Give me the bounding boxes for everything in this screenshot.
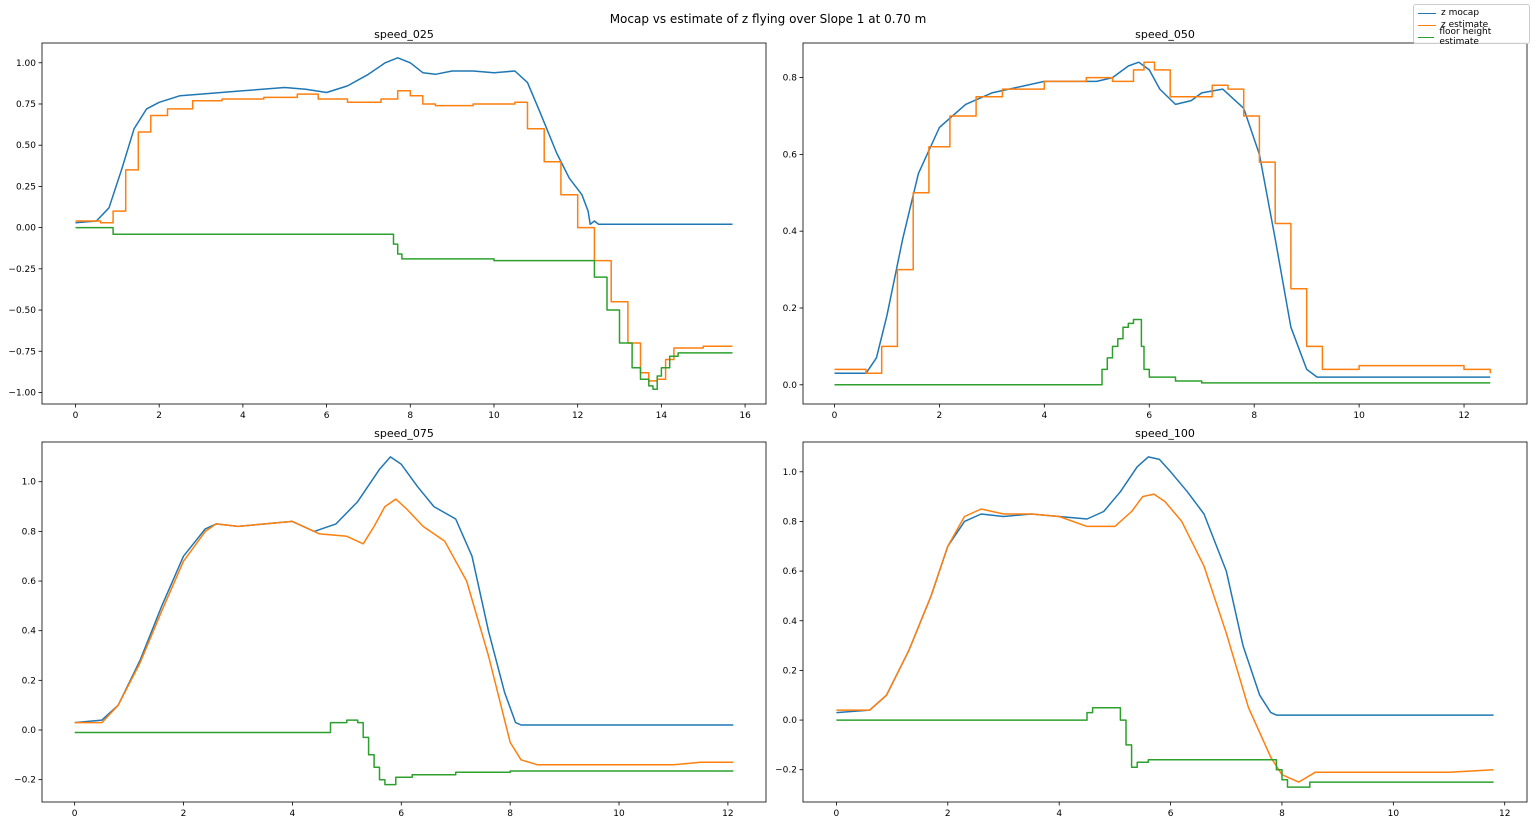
figure-title: Mocap vs estimate of z flying over Slope… xyxy=(609,12,927,26)
subplot-title: speed_025 xyxy=(374,28,434,41)
x-tick-label: 14 xyxy=(656,411,668,421)
axes-frame xyxy=(802,441,1528,803)
axes-frame xyxy=(802,42,1528,405)
y-tick-label: 0.2 xyxy=(783,666,797,676)
subplot-title: speed_075 xyxy=(374,427,434,440)
legend-item-z-mocap: z mocap xyxy=(1418,7,1525,19)
y-tick-label: 0.2 xyxy=(783,304,797,314)
series-group xyxy=(74,456,734,786)
y-tick-label: 0.4 xyxy=(783,617,798,627)
subplot-speed_025: speed_025 0 2 4 6 8 10 12 14 16 −1.00 −0.75 −0.50 −0.… xyxy=(8,28,767,421)
y-tick-label: 0.50 xyxy=(16,141,36,151)
legend-swatch-z-estimate xyxy=(1418,24,1436,26)
y-tick-label: 0.0 xyxy=(22,726,37,736)
y-tick-label: 0.00 xyxy=(16,224,36,234)
series-line-z-mocap xyxy=(75,57,733,226)
y-tick-label: −0.2 xyxy=(14,776,36,786)
x-tick-label: 8 xyxy=(507,809,513,819)
legend-item-floor-height-estimate: floor height estimate xyxy=(1418,27,1525,47)
x-tick-label: 6 xyxy=(1146,411,1152,421)
x-tick-label: 6 xyxy=(398,809,404,819)
x-tick-label: 8 xyxy=(407,411,413,421)
x-tick-label: 12 xyxy=(1458,411,1469,421)
legend-swatch-z-mocap xyxy=(1418,12,1436,14)
y-tick-label: 0.0 xyxy=(783,716,798,726)
y-tick-label: 0.8 xyxy=(783,517,798,527)
series-line-z-estimate xyxy=(836,493,1494,783)
subplot-speed_100: speed_100 0 2 4 6 8 10 12 −0.2 0.0 0.2 0.4 0.6 0.8 1.0 xyxy=(775,427,1528,819)
series-line-z-estimate xyxy=(75,90,733,382)
series-line-floor-height-estimate xyxy=(74,719,734,786)
y-tick-label: −0.75 xyxy=(8,347,36,357)
legend-label: floor height estimate xyxy=(1439,27,1492,47)
y-tick-label: −0.2 xyxy=(775,766,797,776)
y-tick-label: −0.50 xyxy=(8,306,36,316)
x-tick-label: 2 xyxy=(945,809,951,819)
series-line-z-estimate xyxy=(74,498,734,766)
x-tick-label: 16 xyxy=(739,411,751,421)
y-tick-label: 0.8 xyxy=(783,74,798,84)
x-tick-label: 2 xyxy=(181,809,187,819)
series-line-floor-height-estimate xyxy=(836,706,1494,788)
y-tick-label: 0.6 xyxy=(783,150,798,160)
y-tick-label: 0.75 xyxy=(16,100,36,110)
y-tick-label: 0.25 xyxy=(16,182,36,192)
y-tick-label: 0.4 xyxy=(22,627,37,637)
x-tick-label: 10 xyxy=(1388,809,1400,819)
axes-frame xyxy=(41,441,767,803)
y-tick-label: 0.8 xyxy=(22,527,37,537)
x-tick-label: 8 xyxy=(1251,411,1257,421)
y-tick-label: 1.00 xyxy=(16,59,36,69)
series-line-floor-height-estimate xyxy=(834,318,1491,386)
x-tick-label: 12 xyxy=(572,411,583,421)
y-tick-label: 0.6 xyxy=(783,567,798,577)
subplot-speed_050: speed_050 0 2 4 6 8 10 12 0.0 0.2 0.4 0.6 0.8 xyxy=(783,28,1528,421)
x-tick-label: 12 xyxy=(1499,809,1510,819)
series-group xyxy=(834,61,1492,386)
y-tick-label: −1.00 xyxy=(8,388,36,398)
legend-label: z estimate xyxy=(1441,20,1489,30)
x-tick-label: 2 xyxy=(937,411,943,421)
x-tick-label: 0 xyxy=(72,809,78,819)
y-tick-label: 1.0 xyxy=(783,468,798,478)
series-group xyxy=(75,57,733,390)
subplot-speed_075: speed_075 0 2 4 6 8 10 12 −0.2 0.0 0.2 0.4 0.6 0.8 1.0 xyxy=(14,427,767,819)
series-line-floor-height-estimate xyxy=(75,226,733,390)
x-tick-label: 0 xyxy=(832,411,838,421)
x-tick-label: 0 xyxy=(73,411,79,421)
x-tick-label: 4 xyxy=(240,411,246,421)
x-tick-label: 8 xyxy=(1279,809,1285,819)
axes-frame xyxy=(41,42,767,405)
x-tick-label: 0 xyxy=(834,809,840,819)
legend: z mocap z estimate floor height estimate xyxy=(1413,4,1530,47)
y-tick-label: 1.0 xyxy=(22,478,37,488)
y-tick-label: 0.2 xyxy=(22,676,36,686)
legend-swatch-floor-height-estimate xyxy=(1418,36,1435,38)
series-line-z-estimate xyxy=(834,61,1492,375)
series-line-z-mocap xyxy=(834,61,1491,378)
x-tick-label: 10 xyxy=(613,809,625,819)
series-group xyxy=(836,456,1494,788)
legend-item-z-estimate: z estimate xyxy=(1418,19,1525,31)
subplot-title: speed_100 xyxy=(1135,427,1195,440)
y-tick-label: 0.6 xyxy=(22,577,37,587)
x-tick-label: 4 xyxy=(290,809,296,819)
x-tick-label: 2 xyxy=(156,411,162,421)
x-tick-label: 10 xyxy=(1353,411,1365,421)
x-tick-label: 4 xyxy=(1056,809,1062,819)
x-tick-label: 12 xyxy=(722,809,733,819)
x-tick-label: 10 xyxy=(488,411,500,421)
series-line-z-mocap xyxy=(74,456,734,726)
x-tick-label: 6 xyxy=(324,411,330,421)
y-tick-label: −0.25 xyxy=(8,265,36,275)
x-tick-label: 4 xyxy=(1041,411,1047,421)
y-tick-label: 0.4 xyxy=(783,227,798,237)
y-tick-label: 0.0 xyxy=(783,381,798,391)
legend-label: z mocap xyxy=(1441,8,1480,18)
subplot-title: speed_050 xyxy=(1135,28,1195,41)
x-tick-label: 6 xyxy=(1168,809,1174,819)
